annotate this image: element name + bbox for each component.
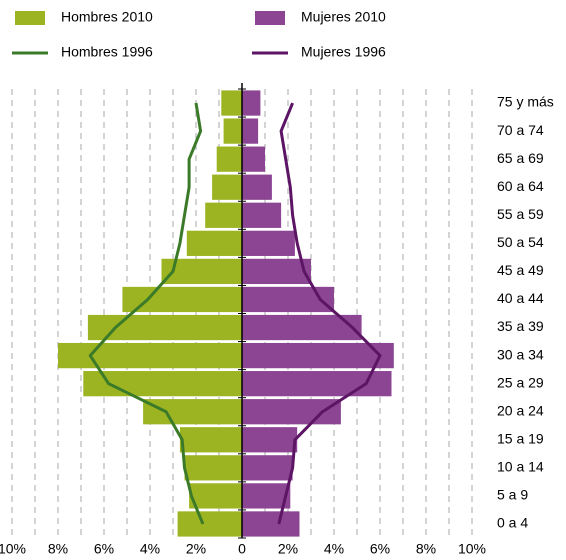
x-tick-label: 2% [186,541,206,557]
legend-label: Hombres 1996 [61,44,153,60]
bar [223,118,242,144]
bar [179,427,242,453]
y-tick-label: 45 a 49 [497,262,544,278]
x-tick-label: 10% [0,541,26,557]
x-tick-label: 4% [140,541,160,557]
x-tick-label: 6% [94,541,114,557]
bar [186,230,242,256]
bar [212,174,242,200]
bar [58,342,242,369]
bar [122,286,242,313]
bar [205,202,242,228]
bar [242,118,259,144]
y-tick-label: 5 a 9 [497,487,528,503]
bar [242,342,394,369]
bar [242,146,265,172]
y-tick-label: 65 a 69 [497,150,544,166]
x-tick-label: 2% [278,541,298,557]
y-tick-label: 10 a 14 [497,459,544,475]
bar [242,230,295,256]
legend-label: Mujeres 1996 [301,44,386,60]
bar [177,511,242,537]
bar [242,90,261,116]
legend-swatch [255,11,285,25]
bar [242,455,293,481]
legend-swatch [15,11,45,25]
x-tick-label: 10% [458,541,486,557]
bar [216,146,242,172]
y-tick-label: 15 a 19 [497,430,544,446]
y-tick-label: 75 y más [497,94,554,110]
bar [87,314,243,341]
bar [242,511,300,537]
x-tick-label: 8% [416,541,436,557]
y-tick-label: 40 a 44 [497,290,544,306]
legend-label: Hombres 2010 [61,9,153,25]
y-tick-label: 30 a 34 [497,346,544,362]
y-tick-label: 55 a 59 [497,206,544,222]
bar [189,483,242,509]
y-tick-label: 0 a 4 [497,515,528,531]
bar [221,90,242,116]
x-tick-label: 8% [48,541,68,557]
line [277,102,382,525]
y-tick-label: 50 a 54 [497,234,544,250]
bar [143,399,242,425]
bar [242,202,282,228]
y-tick-label: 70 a 74 [497,122,544,138]
y-tick-label: 25 a 29 [497,374,544,390]
bar [242,258,311,285]
bar [242,399,341,425]
y-tick-label: 60 a 64 [497,178,544,194]
x-tick-label: 0 [238,541,246,557]
line [88,102,205,525]
bar [242,427,298,453]
bar [184,455,242,481]
y-tick-label: 35 a 39 [497,318,544,334]
x-tick-label: 6% [370,541,390,557]
legend-label: Mujeres 2010 [301,9,386,25]
y-tick-label: 20 a 24 [497,402,544,418]
x-tick-label: 4% [324,541,344,557]
bar [242,174,272,200]
